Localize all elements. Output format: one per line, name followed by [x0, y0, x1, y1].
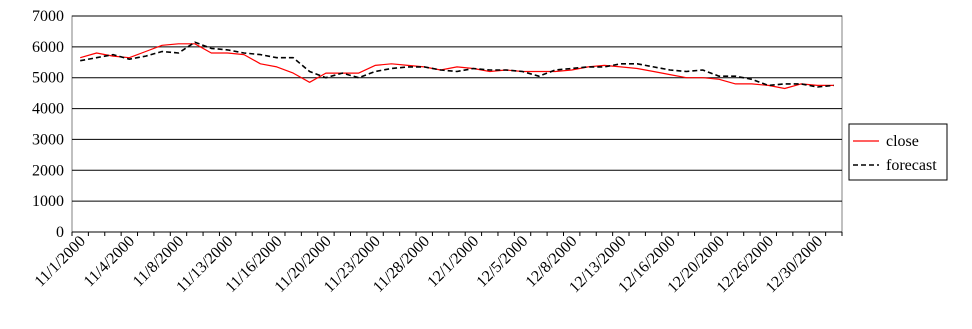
series-line-close — [80, 43, 834, 90]
y-tick-label: 6000 — [32, 39, 64, 56]
y-axis-tick-labels: 0 1000 2000 3000 4000 5000 6000 7000 — [32, 8, 64, 241]
y-tick-label: 2000 — [32, 162, 64, 179]
y-tick-label: 7000 — [32, 8, 64, 25]
x-tick-label: 11/4/2000 — [81, 233, 138, 290]
x-axis-tick-labels: 11/1/200011/4/200011/8/200011/13/200011/… — [32, 232, 843, 296]
y-tick-label: 4000 — [32, 101, 64, 118]
legend-box — [848, 123, 948, 181]
legend-label-close: close — [886, 133, 919, 150]
series-lines — [80, 41, 834, 90]
x-tick-label: 11/1/2000 — [32, 233, 89, 290]
legend-label-forecast: forecast — [886, 157, 937, 174]
plot-area — [71, 15, 843, 233]
series-line-forecast — [80, 41, 834, 88]
legend-entry-close: close — [853, 133, 919, 150]
y-tick-label: 3000 — [32, 131, 64, 148]
legend-entry-forecast: forecast — [853, 157, 937, 174]
x-tick-label: 12/1/2000 — [424, 233, 482, 291]
x-tick-label: 12/5/2000 — [473, 233, 531, 291]
y-tick-label: 1000 — [32, 193, 64, 210]
y-tick-label: 0 — [56, 224, 64, 241]
y-tick-label: 5000 — [32, 70, 64, 87]
